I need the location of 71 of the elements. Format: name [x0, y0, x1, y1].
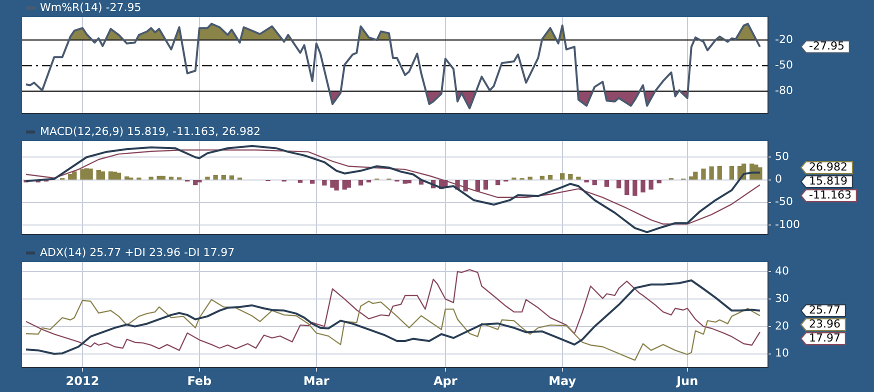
bar — [116, 172, 122, 180]
text: -11.163 — [809, 188, 852, 202]
bar — [632, 180, 638, 196]
text: 23.96 — [809, 317, 840, 330]
x-tick-label: Jun — [676, 374, 698, 388]
bar — [648, 180, 654, 190]
bar — [701, 168, 706, 180]
y-tick-label: 40 — [775, 264, 789, 278]
bar — [576, 176, 581, 180]
y-tick-label: 30 — [775, 292, 789, 305]
bar — [406, 180, 412, 184]
bar — [624, 180, 630, 196]
text: 17.97 — [809, 331, 840, 344]
bar — [548, 174, 553, 180]
text: 26.982 — [809, 160, 848, 174]
x-tick-label: Apr — [434, 374, 458, 388]
bar — [483, 180, 488, 190]
y-tick-label: -20 — [775, 32, 793, 46]
y-tick-label: 20 — [775, 319, 789, 332]
bar — [693, 172, 698, 180]
bar — [88, 168, 93, 180]
bar — [584, 180, 589, 182]
bar — [568, 174, 573, 180]
text: 25.77 — [809, 303, 840, 316]
bar — [100, 171, 105, 180]
bar — [205, 176, 210, 180]
bar — [616, 180, 622, 188]
bar — [197, 180, 202, 182]
y-tick-label: 10 — [775, 346, 789, 360]
bar — [176, 177, 182, 180]
bar — [540, 176, 545, 180]
bar — [463, 180, 468, 192]
bar — [592, 180, 597, 186]
y-tick-label: -100 — [775, 218, 800, 231]
bar — [758, 167, 762, 180]
bar — [221, 174, 226, 180]
x-tick-label: 2012 — [66, 374, 100, 388]
bar — [495, 180, 500, 186]
bar — [160, 176, 166, 180]
bar — [148, 176, 154, 180]
bar — [213, 174, 218, 180]
bar — [729, 166, 734, 180]
text: 15.819 — [809, 174, 848, 188]
bar — [475, 180, 480, 192]
bar — [709, 166, 714, 180]
y-tick-label: -50 — [775, 58, 793, 72]
bar — [717, 166, 722, 180]
text: -27.95 — [809, 40, 844, 53]
bar — [604, 180, 610, 187]
bar — [560, 173, 565, 180]
bar — [322, 180, 327, 186]
x-tick-label: Mar — [303, 374, 330, 388]
bar — [229, 175, 234, 180]
bar — [366, 180, 372, 182]
bar — [358, 180, 364, 186]
y-tick-label: -50 — [775, 195, 793, 208]
x-tick-label: May — [548, 374, 576, 388]
x-tick-label: Feb — [187, 374, 212, 388]
bar — [346, 180, 351, 188]
bar — [334, 180, 339, 191]
bar — [72, 171, 77, 180]
y-tick-label: 0 — [775, 172, 782, 186]
bar — [656, 180, 662, 184]
y-tick-label: -80 — [775, 84, 793, 98]
bar — [310, 180, 315, 184]
chart-title: MACD(12,26,9) 15.819, -11.163, 26.982 — [40, 124, 260, 138]
y-tick-label: 50 — [775, 150, 789, 164]
bar — [640, 180, 646, 192]
bar — [298, 180, 303, 183]
chart-title: Wm%R(14) -27.95 — [40, 0, 142, 14]
chart-title: ADX(14) 25.77 +DI 23.96 -DI 17.97 — [40, 246, 235, 259]
